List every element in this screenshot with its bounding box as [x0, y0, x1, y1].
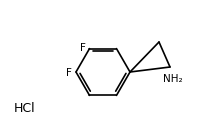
Text: F: F [80, 43, 85, 53]
Text: NH₂: NH₂ [163, 74, 183, 84]
Text: F: F [66, 68, 72, 78]
Text: HCl: HCl [14, 102, 36, 114]
